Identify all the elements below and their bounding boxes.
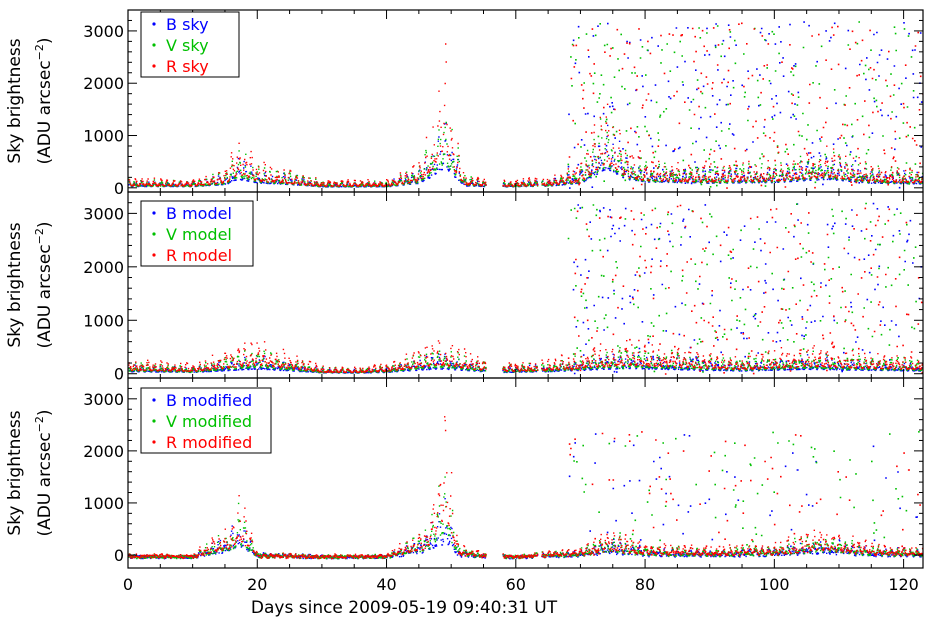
panel-sky-points — [128, 21, 923, 190]
panel-sky-ytick-label: 2000 — [83, 74, 124, 93]
xtick-label: 120 — [888, 575, 919, 594]
legend-marker-b — [152, 211, 156, 215]
panel-model-ylabel-line1: Sky brightness — [5, 222, 25, 347]
panel-sky: 0 1000 2000 3000 Sky brightness (ADU arc… — [5, 9, 924, 198]
series-b-sky — [128, 21, 923, 189]
series-points — [128, 21, 923, 189]
xtick-label: 0 — [123, 575, 133, 594]
legend-marker-v — [152, 43, 156, 47]
series-points — [128, 22, 923, 190]
panel-modified: 0 1000 2000 3000 Sky brightness (ADU arc… — [5, 377, 924, 618]
xtick-label: 40 — [376, 575, 396, 594]
legend-marker-v — [152, 232, 156, 236]
panel-model-ytick-label: 0 — [114, 365, 124, 384]
x-tick-labels: 0 20 40 60 80 100 120 — [123, 575, 919, 594]
series-points — [128, 21, 923, 188]
panel-model-ytick-label: 2000 — [83, 258, 124, 277]
legend-box — [140, 11, 240, 78]
panel-model-ticks — [127, 191, 923, 378]
panel-sky-ytick-label: 1000 — [83, 127, 124, 146]
series-v-sky — [128, 21, 923, 188]
series-r-sky — [128, 22, 923, 190]
legend-marker-r — [152, 440, 156, 444]
panel-modified-ytick-label: 3000 — [83, 390, 124, 409]
panel-modified-ytick-label: 1000 — [83, 494, 124, 513]
xtick-label: 20 — [247, 575, 267, 594]
legend-marker-r — [152, 253, 156, 257]
panel-modified-ytick-label: 2000 — [83, 442, 124, 461]
panel-model-legend: B model V model R model — [140, 200, 254, 267]
xtick-label: 80 — [635, 575, 655, 594]
panel-modified-frame — [127, 377, 924, 569]
panel-sky-ytick-label: 0 — [114, 179, 124, 198]
panel-sky-ylabel-line1: Sky brightness — [5, 38, 25, 163]
panel-sky-ytick-label: 3000 — [83, 22, 124, 41]
legend-label-r: R model — [166, 246, 232, 265]
legend-label-v: V model — [166, 225, 232, 244]
xtick-label: 100 — [759, 575, 790, 594]
legend-label-b: B model — [166, 204, 232, 223]
panel-modified-legend: B modified V modified R modified — [140, 387, 272, 454]
panel-model-ytick-label: 3000 — [83, 204, 124, 223]
legend-label-v: V modified — [166, 412, 252, 431]
panel-model-ytick-label: 1000 — [83, 311, 124, 330]
panel-modified-ylabel-line1: Sky brightness — [5, 410, 25, 535]
legend-label-v: V sky — [166, 36, 209, 55]
legend-label-r: R sky — [166, 57, 209, 76]
panel-model: 0 1000 2000 3000 Sky brightness (ADU arc… — [5, 191, 924, 384]
panel-model-ylabel-line2: (ADU arcsec−2) — [33, 221, 55, 348]
x-axis-label: Days since 2009-05-19 09:40:31 UT — [251, 598, 558, 618]
legend-box — [140, 200, 254, 267]
panel-sky-ylabel-line2: (ADU arcsec−2) — [33, 37, 55, 164]
legend-label-b: B modified — [166, 391, 252, 410]
legend-marker-b — [152, 22, 156, 26]
legend-marker-r — [152, 64, 156, 68]
legend-label-r: R modified — [166, 433, 252, 452]
panel-modified-ticks — [127, 377, 923, 568]
legend-label-b: B sky — [166, 15, 209, 34]
legend-marker-v — [152, 419, 156, 423]
panel-sky-legend: B sky V sky R sky — [140, 11, 240, 78]
panel-modified-ytick-label: 0 — [114, 546, 124, 565]
legend-marker-b — [152, 398, 156, 402]
panel-modified-ylabel-line2: (ADU arcsec−2) — [33, 409, 55, 536]
legend-box — [140, 387, 272, 454]
xtick-label: 60 — [506, 575, 526, 594]
